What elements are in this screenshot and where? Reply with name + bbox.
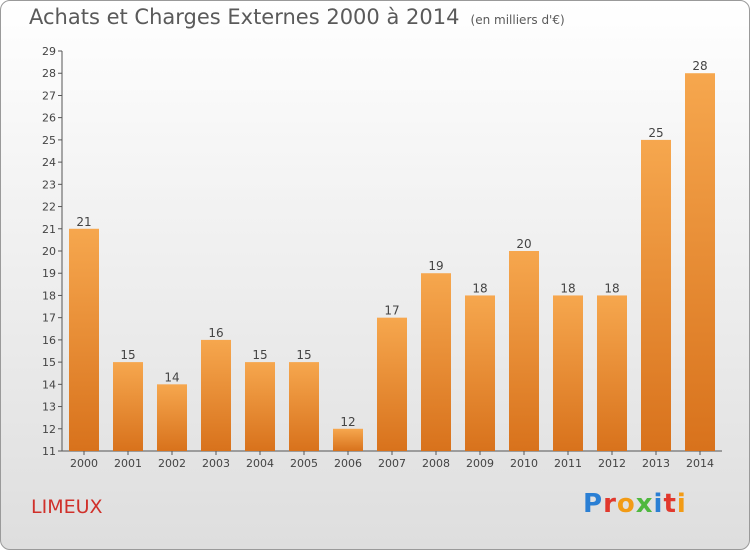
y-tick-label: 21 [42,223,56,236]
bar [597,295,627,451]
bar [509,251,539,451]
bar-value-label: 15 [252,348,267,362]
logo-letter: i [653,489,664,519]
y-tick-label: 17 [42,312,56,325]
x-tick-label: 2011 [554,457,582,470]
bar-value-label: 15 [120,348,135,362]
x-tick-label: 2006 [334,457,362,470]
bar [245,362,275,451]
y-tick-label: 19 [42,267,56,280]
bar [421,273,451,451]
x-tick-label: 2007 [378,457,406,470]
y-tick-label: 23 [42,178,56,191]
bar [377,317,407,451]
logo-letter: o [616,489,636,519]
logo-letter: t [663,489,677,519]
bar-value-label: 16 [208,326,223,340]
bar-value-label: 19 [428,259,443,273]
x-tick-label: 2000 [70,457,98,470]
y-tick-label: 12 [42,423,56,436]
chart-unit-note: (en milliers d'€) [470,13,565,27]
y-tick-label: 28 [42,67,56,80]
x-tick-label: 2008 [422,457,450,470]
bar [69,228,99,451]
bar-value-label: 15 [296,348,311,362]
logo-letter: x [635,489,654,519]
y-tick-label: 25 [42,134,56,147]
y-tick-label: 11 [42,445,56,458]
bar [157,384,187,451]
bar-value-label: 18 [472,281,487,295]
bar [641,139,671,451]
bar [685,73,715,451]
x-tick-label: 2005 [290,457,318,470]
bar [553,295,583,451]
chart-title: Achats et Charges Externes 2000 à 2014 (… [29,5,565,29]
y-tick-label: 16 [42,334,56,347]
x-tick-label: 2002 [158,457,186,470]
x-tick-label: 2009 [466,457,494,470]
chart-title-text: Achats et Charges Externes 2000 à 2014 [29,5,460,29]
y-tick-label: 24 [42,156,56,169]
bar-value-label: 28 [692,59,707,73]
bar-value-label: 21 [76,215,91,229]
bar-value-label: 14 [164,370,179,384]
y-tick-label: 26 [42,112,56,125]
y-tick-label: 18 [42,289,56,302]
proxiti-logo: Proxiti [583,489,687,519]
x-tick-label: 2001 [114,457,142,470]
y-tick-label: 13 [42,401,56,414]
x-tick-label: 2010 [510,457,538,470]
bar-value-label: 20 [516,237,531,251]
bar [201,339,231,451]
y-tick-label: 29 [42,45,56,58]
bar-value-label: 18 [604,281,619,295]
x-tick-label: 2003 [202,457,230,470]
commune-name: LIMEUX [31,496,103,518]
bar-value-label: 18 [560,281,575,295]
bar [333,428,363,451]
y-tick-label: 20 [42,245,56,258]
bar [465,295,495,451]
bar-value-label: 25 [648,126,663,140]
bar-value-label: 12 [340,415,355,429]
bar [113,362,143,451]
y-tick-label: 27 [42,89,56,102]
logo-letter: i [676,489,687,519]
x-tick-label: 2004 [246,457,274,470]
y-tick-label: 22 [42,201,56,214]
x-tick-label: 2012 [598,457,626,470]
logo-letter: P [583,489,604,519]
bar [289,362,319,451]
y-tick-label: 14 [42,378,56,391]
bar-value-label: 17 [384,304,399,318]
x-tick-label: 2014 [686,457,714,470]
x-tick-label: 2013 [642,457,670,470]
logo-letter: r [603,489,617,519]
y-tick-label: 15 [42,356,56,369]
